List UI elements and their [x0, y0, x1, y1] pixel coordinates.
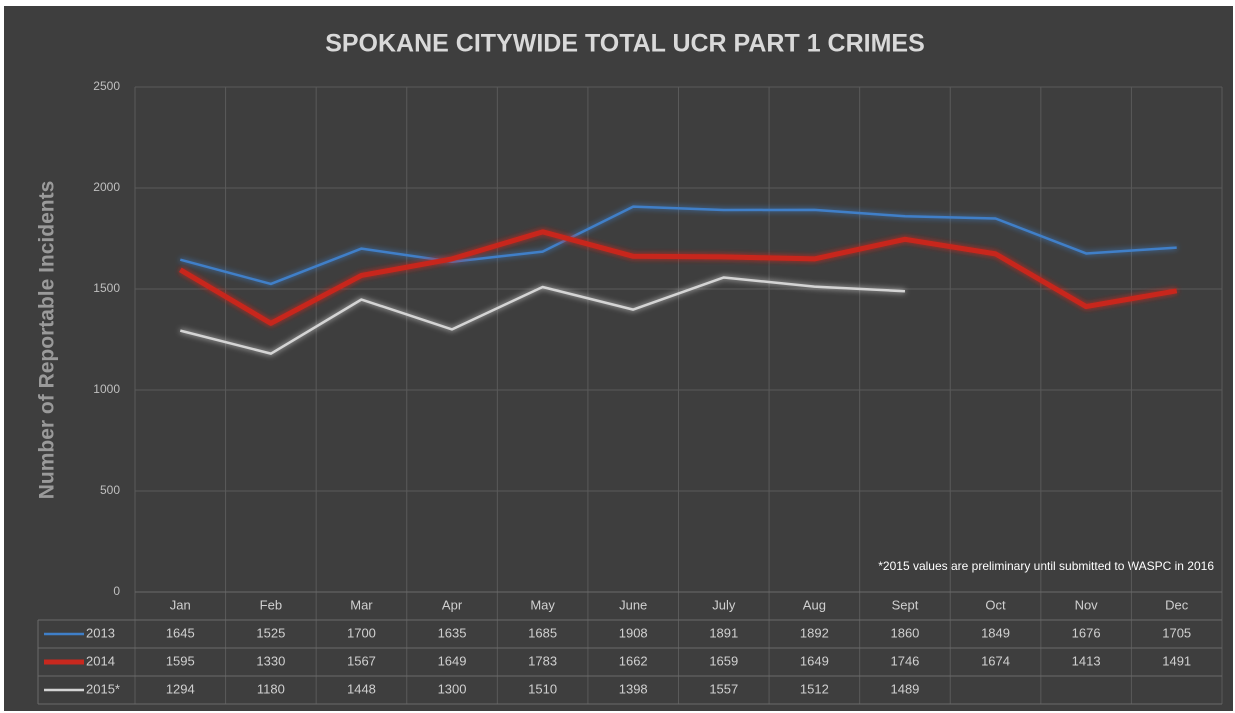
- table-value: 1849: [981, 625, 1010, 640]
- x-tick-label: June: [619, 597, 647, 612]
- x-tick-label: Mar: [350, 597, 373, 612]
- table-value: 1783: [528, 653, 557, 668]
- table-value: 1685: [528, 625, 557, 640]
- series-line: [179, 276, 906, 355]
- table-value: 1300: [438, 681, 467, 696]
- table-value: 1649: [800, 653, 829, 668]
- table-value: 1891: [709, 625, 738, 640]
- table-value: 1398: [619, 681, 648, 696]
- table-value: 1645: [166, 625, 195, 640]
- table-value: 1908: [619, 625, 648, 640]
- background: [4, 6, 1233, 711]
- legend-label: 2013: [86, 625, 115, 640]
- x-tick-label: Dec: [1165, 597, 1189, 612]
- table-value: 1705: [1162, 625, 1191, 640]
- x-tick-label: Sept: [892, 597, 919, 612]
- legend-label: 2015*: [86, 681, 120, 696]
- table-value: 1512: [800, 681, 829, 696]
- table-value: 1662: [619, 653, 648, 668]
- series-line: [179, 205, 1177, 286]
- table-value: 1510: [528, 681, 557, 696]
- table-value: 1700: [347, 625, 376, 640]
- table-value: 1674: [981, 653, 1010, 668]
- y-tick-label: 2000: [93, 180, 120, 194]
- table-value: 1659: [709, 653, 738, 668]
- x-tick-label: Apr: [442, 597, 463, 612]
- x-tick-label: Jan: [170, 597, 191, 612]
- table-value: 1746: [890, 653, 919, 668]
- x-tick-label: Feb: [260, 597, 282, 612]
- series-line: [179, 229, 1178, 326]
- y-axis-label: Number of Reportable Incidents: [36, 181, 59, 500]
- legend-label: 2014: [86, 653, 115, 668]
- chart-title: SPOKANE CITYWIDE TOTAL UCR PART 1 CRIMES: [325, 30, 925, 58]
- table-value: 1294: [166, 681, 195, 696]
- table-value: 1330: [256, 653, 285, 668]
- y-tick-label: 0: [113, 584, 120, 598]
- table-value: 1525: [256, 625, 285, 640]
- annotation: *2015 values are preliminary until submi…: [878, 559, 1214, 573]
- x-tick-label: Aug: [803, 597, 826, 612]
- y-tick-label: 1500: [93, 281, 120, 295]
- table-value: 1557: [709, 681, 738, 696]
- y-tick-label: 500: [100, 483, 120, 497]
- y-tick-label: 2500: [93, 79, 120, 93]
- table-value: 1413: [1072, 653, 1101, 668]
- x-tick-label: Oct: [985, 597, 1006, 612]
- table-value: 1860: [890, 625, 919, 640]
- table-value: 1595: [166, 653, 195, 668]
- x-tick-label: July: [712, 597, 736, 612]
- table-value: 1448: [347, 681, 376, 696]
- table-value: 1892: [800, 625, 829, 640]
- table-value: 1635: [438, 625, 467, 640]
- table-value: 1491: [1162, 653, 1191, 668]
- table-value: 1676: [1072, 625, 1101, 640]
- x-tick-label: May: [530, 597, 555, 612]
- table-value: 1489: [890, 681, 919, 696]
- y-tick-label: 1000: [93, 382, 120, 396]
- table-value: 1649: [438, 653, 467, 668]
- table-value: 1567: [347, 653, 376, 668]
- x-tick-label: Nov: [1075, 597, 1099, 612]
- table-value: 1180: [257, 681, 285, 696]
